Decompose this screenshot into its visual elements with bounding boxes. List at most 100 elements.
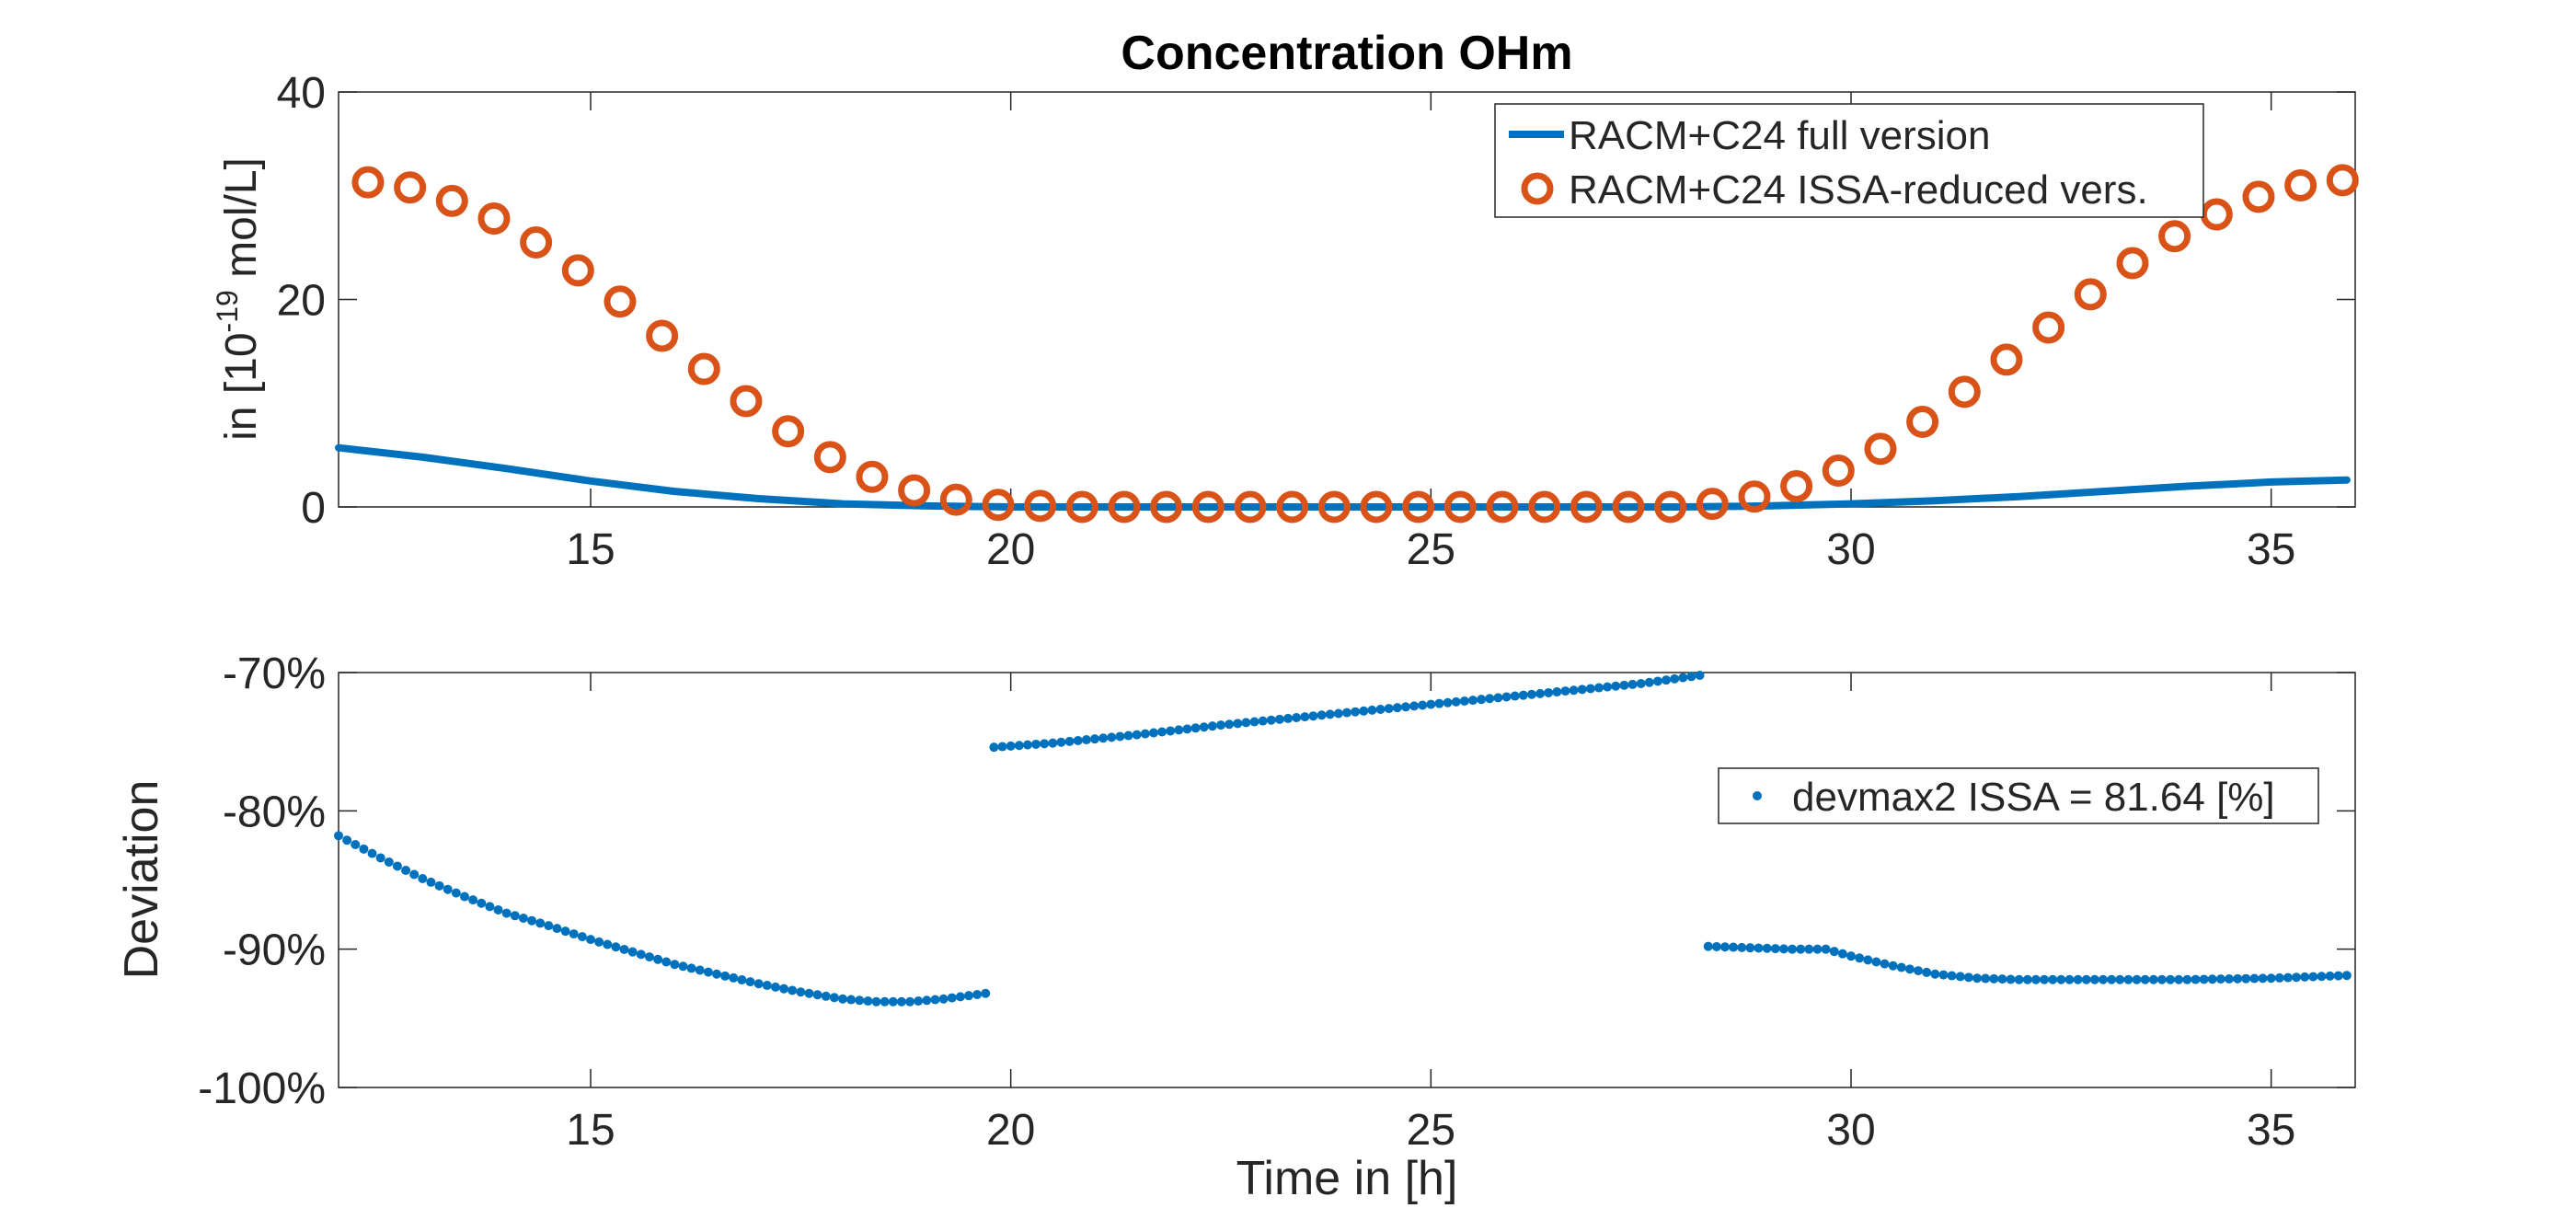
data-point (2014, 974, 2024, 984)
data-point (1695, 671, 1705, 681)
data-point (964, 991, 973, 1001)
data-point (898, 474, 931, 507)
y-axis-label-prefix: in [10 (217, 332, 266, 440)
data-point (796, 987, 806, 997)
data-point (460, 892, 469, 902)
y-axis-label: Deviation (115, 780, 168, 980)
legend: RACM+C24 full version RACM+C24 ISSA-redu… (1494, 103, 2204, 218)
data-point (477, 202, 511, 236)
data-point (1990, 343, 2023, 376)
data-point (1922, 967, 1932, 977)
data-point (1888, 961, 1898, 971)
data-point (838, 994, 847, 1004)
data-point (939, 483, 972, 516)
data-point (1249, 717, 1259, 727)
data-point (1190, 723, 1201, 733)
data-point (1150, 490, 1183, 523)
data-point (1963, 972, 1973, 983)
data-point (1064, 736, 1075, 746)
data-point (1678, 673, 1688, 683)
data-point (1829, 947, 1839, 957)
data-point (678, 961, 688, 972)
data-point (1780, 469, 1813, 502)
data-point (510, 911, 520, 921)
data-point (1938, 970, 1949, 980)
data-point (982, 489, 1015, 522)
data-point (1081, 735, 1091, 745)
data-point (1199, 722, 1209, 732)
data-point (1325, 709, 1335, 719)
data-point (351, 840, 361, 850)
data-point (1225, 719, 1235, 730)
data-point (2258, 973, 2268, 984)
data-point (856, 460, 889, 493)
data-point (627, 947, 638, 957)
data-point (518, 913, 528, 923)
series-layer (335, 164, 2359, 523)
data-point (468, 895, 478, 905)
data-point (351, 166, 385, 199)
data-point (1770, 944, 1780, 954)
x-tick-label: 15 (566, 1106, 615, 1155)
data-point (670, 960, 680, 970)
data-point (938, 994, 949, 1004)
data-point (1342, 708, 1351, 718)
legend: devmax2 ISSA = 81.64 [%] (1718, 767, 2319, 824)
data-point (1367, 705, 1377, 715)
data-point (334, 831, 343, 841)
legend-label-full-version: RACM+C24 full version (1569, 113, 1991, 158)
data-point (1174, 725, 1184, 735)
data-point (1989, 973, 1999, 984)
y-tick-label: 0 (301, 484, 326, 533)
data-point (1822, 454, 1855, 488)
data-point (1375, 704, 1386, 714)
data-point (1090, 734, 1099, 744)
y-tick-label: 40 (277, 69, 326, 118)
data-point (2156, 974, 2167, 984)
data-point (443, 884, 453, 894)
data-point (636, 949, 646, 960)
data-point (2022, 974, 2032, 984)
data-point (1418, 700, 1428, 710)
data-point (1360, 490, 1393, 523)
data-point (451, 888, 461, 898)
data-point (653, 954, 663, 964)
data-point (2341, 971, 2352, 981)
data-point (1434, 698, 1444, 708)
data-point (762, 981, 772, 991)
data-point (1670, 673, 1680, 684)
series-layer (334, 671, 2352, 1007)
data-point (2123, 974, 2133, 984)
data-point (2032, 311, 2065, 344)
data-point (569, 929, 579, 939)
data-point (1863, 955, 1873, 965)
data-point (1627, 679, 1638, 689)
legend-label-reduced-version: RACM+C24 ISSA-reduced vers. (1569, 167, 2148, 213)
data-point (2191, 974, 2201, 984)
data-point (972, 989, 983, 999)
data-point (1788, 944, 1798, 954)
data-point (1914, 966, 1924, 976)
x-tick-label: 20 (986, 1106, 1035, 1155)
data-point (947, 993, 957, 1003)
data-point (922, 995, 932, 1006)
data-point (2115, 974, 2125, 984)
data-point (888, 996, 898, 1007)
data-point (418, 873, 428, 883)
data-point (611, 942, 621, 952)
data-point (2081, 974, 2091, 984)
data-point (401, 865, 411, 875)
data-point (2107, 974, 2117, 984)
data-point (863, 996, 873, 1007)
data-point (1132, 730, 1142, 740)
data-point (1024, 489, 1057, 523)
data-point (1486, 490, 1519, 523)
y-tick-label: -80% (223, 788, 326, 836)
data-point (1443, 697, 1453, 708)
data-point (1754, 943, 1764, 953)
data-point (1300, 712, 1310, 722)
data-point (1040, 739, 1050, 749)
y-tick-label: -70% (223, 650, 326, 698)
x-tick-label: 25 (1407, 1106, 1455, 1155)
data-point (1402, 490, 1435, 523)
